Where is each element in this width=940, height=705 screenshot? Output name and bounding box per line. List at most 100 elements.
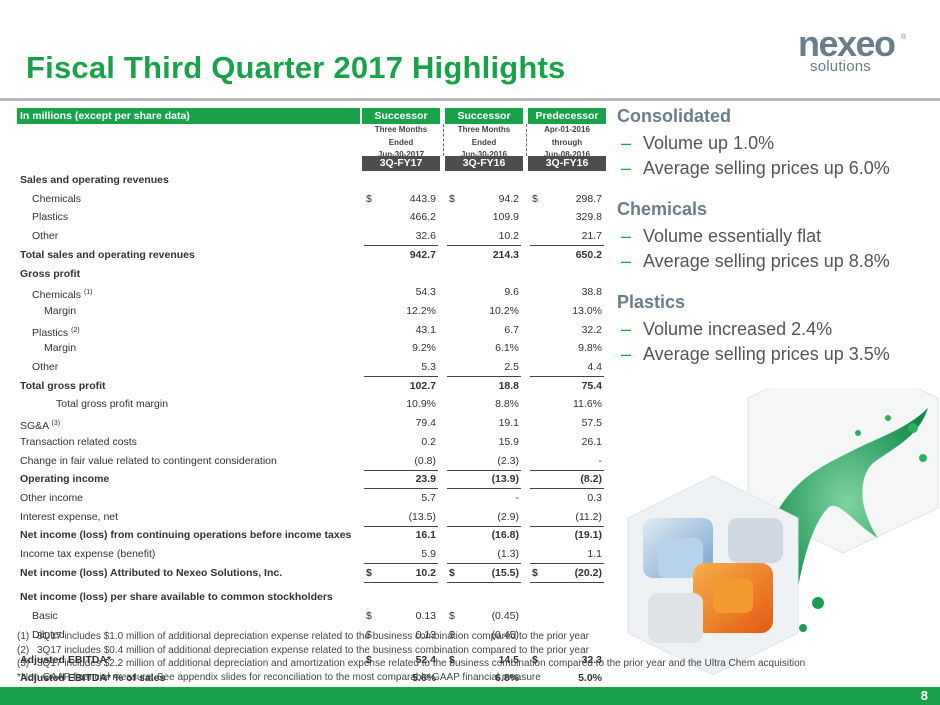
cell-value: 109.9 bbox=[492, 211, 519, 224]
table-row: Gross profit bbox=[17, 265, 602, 284]
cell-value: 650.2 bbox=[575, 248, 602, 261]
cell-value: 43.1 bbox=[415, 323, 436, 336]
logo-subtitle: solutions bbox=[810, 58, 872, 75]
total-rule bbox=[364, 488, 438, 490]
cell-value: 10.9% bbox=[406, 398, 436, 411]
total-rule bbox=[364, 245, 438, 247]
row-label-text: Diluted bbox=[32, 628, 65, 641]
cell-value: 9.8% bbox=[578, 342, 602, 355]
bullet-dash-icon: – bbox=[621, 226, 632, 246]
row-label: Net income (loss) per share available to… bbox=[20, 588, 333, 607]
cell-value: 10.2 bbox=[498, 230, 519, 243]
cell-value: 2.5 bbox=[504, 361, 519, 373]
row-label: Diluted bbox=[32, 626, 65, 645]
cell-value: 75.4 bbox=[581, 379, 602, 392]
table-row: Margin 9.2% 6.1% 9.8% bbox=[17, 339, 602, 358]
total-rule bbox=[364, 563, 438, 564]
total-rule bbox=[530, 469, 604, 471]
table-row: Net income (loss) Attributed to Nexeo So… bbox=[17, 564, 604, 583]
total-rule bbox=[447, 563, 521, 564]
footnote-text: *Non-GAAP financial measure; See appendi… bbox=[17, 671, 541, 683]
column-separator bbox=[443, 124, 444, 156]
row-label: Adjusted EBITDA* % of sales bbox=[20, 669, 165, 688]
footnote-key: (3) bbox=[17, 658, 30, 669]
total-rule bbox=[530, 376, 604, 377]
cell-value: 5.3 bbox=[421, 361, 436, 373]
footnote: (2) 3Q17 includes $0.4 million of additio… bbox=[17, 644, 805, 658]
currency-symbol: $ bbox=[449, 192, 455, 205]
cell-value: 5.7 bbox=[421, 491, 436, 504]
page-number: 8 bbox=[920, 688, 928, 703]
currency-symbol: $ bbox=[366, 566, 372, 579]
row-label: Total gross profit margin bbox=[56, 395, 168, 414]
row-label-text: Margin bbox=[44, 342, 77, 355]
total-rule bbox=[447, 245, 521, 247]
cell-value: 32.3 bbox=[581, 653, 602, 666]
cell-value: 15.9 bbox=[498, 435, 519, 448]
cell-value: 9.2% bbox=[412, 342, 436, 355]
row-label: Adjusted EBITDA* bbox=[20, 651, 111, 670]
row-label-text: Net income (loss) per share available to… bbox=[20, 591, 333, 604]
column-period-3: Apr-01-2016 through Jun-08-2016 bbox=[528, 124, 606, 162]
cell-value: 94.2 bbox=[498, 192, 519, 205]
row-label: Total sales and operating revenues bbox=[20, 246, 195, 265]
cell-value: 4.4 bbox=[587, 361, 602, 373]
cell-value: 12.2% bbox=[406, 304, 436, 317]
bullet-dash-icon: – bbox=[621, 158, 632, 178]
cell-value: 19.1 bbox=[498, 417, 519, 430]
table-row: Net income (loss) per share available to… bbox=[17, 588, 602, 607]
footnote-ref: (2) bbox=[71, 326, 80, 334]
table-row: Operating income 23.9 (13.9) (8.2) bbox=[17, 470, 604, 490]
cell-value: (2.3) bbox=[497, 454, 519, 467]
currency-symbol: $ bbox=[532, 192, 538, 205]
row-label-text: Interest expense, net bbox=[20, 510, 119, 523]
row-label: Plastics (2) bbox=[32, 321, 80, 343]
row-label-text: Total gross profit margin bbox=[56, 398, 169, 411]
cell-value: 26.1 bbox=[581, 435, 602, 448]
cell-value: - bbox=[598, 454, 603, 467]
table-row: Diluted $0.13 $ (0.45) bbox=[17, 626, 602, 645]
cell-value: (2.9) bbox=[497, 510, 519, 523]
title-divider bbox=[0, 98, 940, 101]
row-label-text: Adjusted EBITDA* bbox=[20, 653, 112, 666]
row-label: Basic bbox=[32, 607, 58, 626]
row-label-text: Sales and operating revenues bbox=[20, 174, 169, 186]
cell-value: 16.1 bbox=[415, 529, 436, 542]
period-line: Ended bbox=[471, 137, 497, 147]
row-label: SG&A (3) bbox=[20, 414, 60, 436]
cell-value: 8.8% bbox=[495, 398, 519, 411]
bullet-text: Volume essentially flat bbox=[643, 226, 822, 246]
highlight-bullet: – Volume essentially flat bbox=[617, 224, 927, 249]
currency-symbol: $ bbox=[366, 628, 372, 641]
cell-value: 0.3 bbox=[587, 491, 602, 504]
cell-value: 329.8 bbox=[575, 211, 602, 224]
table-row: Adjusted EBITDA* % of sales 5.6% 6.8% 5.0% bbox=[17, 669, 602, 688]
table-row: Plastics (2) 43.1 6.7 32.2 bbox=[17, 321, 602, 340]
cell-value: 0.13 bbox=[415, 610, 436, 623]
row-label: Transaction related costs bbox=[20, 433, 137, 452]
table-row: Chemicals $443.9 $94.2 $298.7 bbox=[17, 190, 602, 209]
currency-symbol: $ bbox=[449, 628, 455, 641]
bullet-dash-icon: – bbox=[621, 344, 632, 364]
total-rule bbox=[447, 488, 521, 490]
table-row: Net income (loss) from continuing operat… bbox=[17, 526, 602, 545]
cell-value: 21.7 bbox=[581, 230, 602, 243]
footnotes: (1) 3Q17 includes $1.0 million of additio… bbox=[17, 630, 805, 684]
row-label: Total gross profit bbox=[20, 377, 106, 396]
bullet-text: Average selling prices up 3.5% bbox=[643, 344, 890, 364]
cell-value: 79.4 bbox=[415, 417, 436, 430]
cell-value: (11.2) bbox=[575, 510, 602, 523]
nexeo-logo: nexeo ® solutions bbox=[798, 26, 918, 76]
table-row: Basic $0.13 $ (0.45) bbox=[17, 607, 602, 626]
row-label-text: Transaction related costs bbox=[20, 435, 137, 448]
period-line: Jun-30-2017 bbox=[377, 150, 425, 159]
table-row: Total gross profit 102.7 18.8 75.4 bbox=[17, 377, 602, 396]
currency-symbol: $ bbox=[449, 653, 455, 666]
cell-value: 52.4 bbox=[415, 653, 436, 666]
footnote-text: 3Q17 includes $0.4 million of additional… bbox=[37, 644, 590, 656]
row-label: Gross profit bbox=[20, 265, 80, 284]
bullet-dash-icon: – bbox=[621, 319, 632, 339]
row-label: Operating income bbox=[20, 470, 109, 489]
table-row: Other 5.3 2.5 4.4 bbox=[17, 358, 604, 377]
section-heading: Plastics bbox=[617, 292, 686, 312]
